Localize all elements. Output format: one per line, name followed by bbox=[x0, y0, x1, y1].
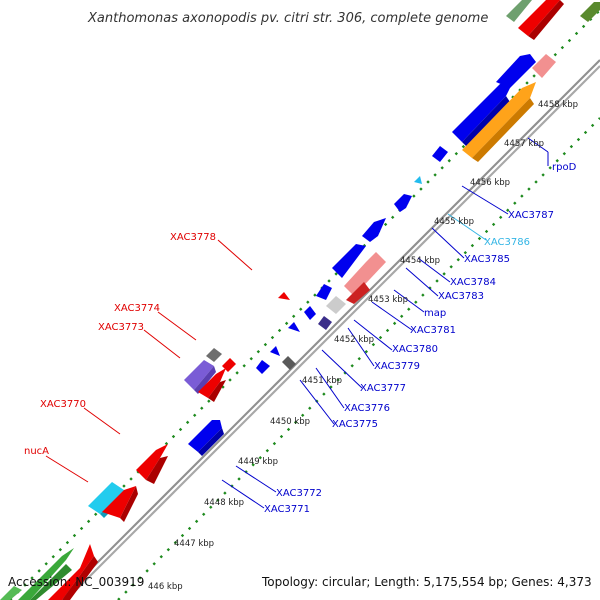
gene-XAC3776[interactable] bbox=[270, 346, 280, 356]
page-title: Xanthomonas axonopodis pv. citri str. 30… bbox=[87, 11, 488, 26]
tick-4448-kbp: 4448 kbp bbox=[204, 498, 244, 508]
gene-green-top-right[interactable] bbox=[580, 2, 600, 22]
gene-blue-large-2[interactable] bbox=[496, 54, 536, 88]
gene-XAC3775[interactable] bbox=[256, 360, 270, 374]
accession-text: Accession: NC_003919 bbox=[8, 575, 144, 589]
gene-XAC3785[interactable] bbox=[362, 218, 386, 242]
gene-label-XAC3771[interactable]: XAC3771 bbox=[264, 504, 310, 515]
gene-label-nucA[interactable]: nucA bbox=[24, 446, 49, 457]
gene-map-gray[interactable] bbox=[326, 296, 346, 314]
tick-4447-kbp: 4447 kbp bbox=[174, 539, 214, 549]
gene-label-XAC3777[interactable]: XAC3777 bbox=[360, 383, 406, 394]
gene-label-XAC3774[interactable]: XAC3774 bbox=[114, 303, 160, 314]
gene-XAC3773-shade[interactable] bbox=[194, 366, 216, 394]
gene-red-3-shade[interactable] bbox=[120, 486, 138, 522]
gene-XAC3779[interactable] bbox=[288, 322, 300, 332]
gene-label-XAC3784[interactable]: XAC3784 bbox=[450, 277, 496, 288]
gene-XAC3771-shade[interactable] bbox=[198, 428, 224, 456]
gene-XAC3783[interactable] bbox=[344, 252, 386, 296]
inner-dotted-track bbox=[117, 117, 600, 600]
tick-4458-kbp: 4458 kbp bbox=[538, 100, 578, 110]
tick-4457-kbp: 4457 kbp bbox=[504, 139, 544, 149]
gene-red-bottom[interactable] bbox=[48, 544, 94, 600]
tick-446-kbp: 446 kbp bbox=[148, 582, 183, 592]
genome-summary-text: Topology: circular; Length: 5,175,554 bp… bbox=[261, 575, 592, 589]
gene-blue-rpoD-adj[interactable] bbox=[432, 146, 448, 162]
scale-ticks: 446 kbp 4447 kbp 4448 kbp 4449 kbp 4450 … bbox=[148, 100, 578, 592]
gene-label-XAC3772[interactable]: XAC3772 bbox=[276, 488, 322, 499]
gene-label-map[interactable]: map bbox=[424, 308, 446, 319]
gene-green-top[interactable] bbox=[506, 0, 532, 22]
tick-4452-kbp: 4452 kbp bbox=[334, 335, 374, 345]
gene-blue-large-1-shade[interactable] bbox=[462, 96, 510, 148]
gene-XAC3783-shade[interactable] bbox=[346, 282, 370, 304]
gene-red-bottom-shade[interactable] bbox=[62, 556, 98, 600]
gene-XAC3774-shade[interactable] bbox=[208, 380, 226, 402]
backbone-outer-line bbox=[59, 59, 600, 600]
gene-XAC3771[interactable] bbox=[188, 420, 222, 452]
gene-label-XAC3781[interactable]: XAC3781 bbox=[410, 325, 456, 336]
gene-XAC3781[interactable] bbox=[318, 316, 332, 330]
gene-label-XAC3787[interactable]: XAC3787 bbox=[508, 210, 554, 221]
gene-XAC3777-gray[interactable] bbox=[282, 356, 296, 370]
gene-red-top[interactable] bbox=[518, 0, 560, 36]
gene-pink-top[interactable] bbox=[532, 54, 556, 78]
gene-red-3[interactable] bbox=[102, 486, 136, 518]
tick-4450-kbp: 4450 kbp bbox=[270, 417, 310, 427]
reverse-gene-labels: XAC3771 XAC3772 XAC3775 XAC3776 XAC3777 … bbox=[264, 162, 577, 515]
gene-XAC3780[interactable] bbox=[304, 306, 316, 320]
gene-blue-mid[interactable] bbox=[316, 284, 332, 300]
gene-rpoD-shade[interactable] bbox=[472, 98, 534, 162]
gene-blue-large-1[interactable] bbox=[452, 80, 514, 142]
forward-gene-labels: nucA XAC3770 XAC3773 XAC3774 XAC3778 bbox=[24, 232, 216, 457]
gene-label-XAC3778[interactable]: XAC3778 bbox=[170, 232, 216, 243]
gene-XAC3784[interactable] bbox=[332, 244, 366, 278]
tick-4456-kbp: 4456 kbp bbox=[470, 178, 510, 188]
gene-label-XAC3779[interactable]: XAC3779 bbox=[374, 361, 420, 372]
gene-XAC3778[interactable] bbox=[278, 292, 290, 300]
gene-XAC3786[interactable] bbox=[414, 176, 422, 184]
tick-4449-kbp: 4449 kbp bbox=[238, 457, 278, 467]
gene-label-XAC3770[interactable]: XAC3770 bbox=[40, 399, 86, 410]
gene-XAC3770-shade[interactable] bbox=[146, 456, 168, 484]
tick-4451-kbp: 4451 kbp bbox=[302, 376, 342, 386]
gene-label-XAC3773[interactable]: XAC3773 bbox=[98, 322, 144, 333]
tick-4455-kbp: 4455 kbp bbox=[434, 217, 474, 227]
gene-red-small[interactable] bbox=[222, 358, 236, 372]
gene-nucA[interactable] bbox=[88, 482, 124, 514]
gene-label-XAC3776[interactable]: XAC3776 bbox=[344, 403, 390, 414]
gene-label-XAC3786[interactable]: XAC3786 bbox=[484, 237, 530, 248]
gene-green-bottom[interactable] bbox=[0, 586, 22, 600]
gene-XAC3774[interactable] bbox=[198, 368, 226, 398]
gene-label-XAC3783[interactable]: XAC3783 bbox=[438, 291, 484, 302]
gene-green-1[interactable] bbox=[18, 548, 74, 600]
gene-XAC3770[interactable] bbox=[136, 444, 168, 480]
gene-label-XAC3775[interactable]: XAC3775 bbox=[332, 419, 378, 430]
label-connectors bbox=[45, 137, 549, 509]
tick-4453-kbp: 4453 kbp bbox=[368, 295, 408, 305]
gene-XAC3787[interactable] bbox=[394, 194, 412, 212]
gene-gray-1[interactable] bbox=[206, 348, 222, 362]
gene-label-rpoD[interactable]: rpoD bbox=[552, 162, 577, 173]
gene-green-2[interactable] bbox=[30, 564, 72, 600]
backbone-inner-line bbox=[65, 65, 600, 600]
gene-red-top-shade[interactable] bbox=[528, 0, 564, 40]
gene-label-XAC3785[interactable]: XAC3785 bbox=[464, 254, 510, 265]
gene-rpoD[interactable] bbox=[462, 82, 536, 158]
gene-XAC3773[interactable] bbox=[184, 360, 214, 390]
gene-label-XAC3780[interactable]: XAC3780 bbox=[392, 344, 438, 355]
tick-4454-kbp: 4454 kbp bbox=[400, 256, 440, 266]
